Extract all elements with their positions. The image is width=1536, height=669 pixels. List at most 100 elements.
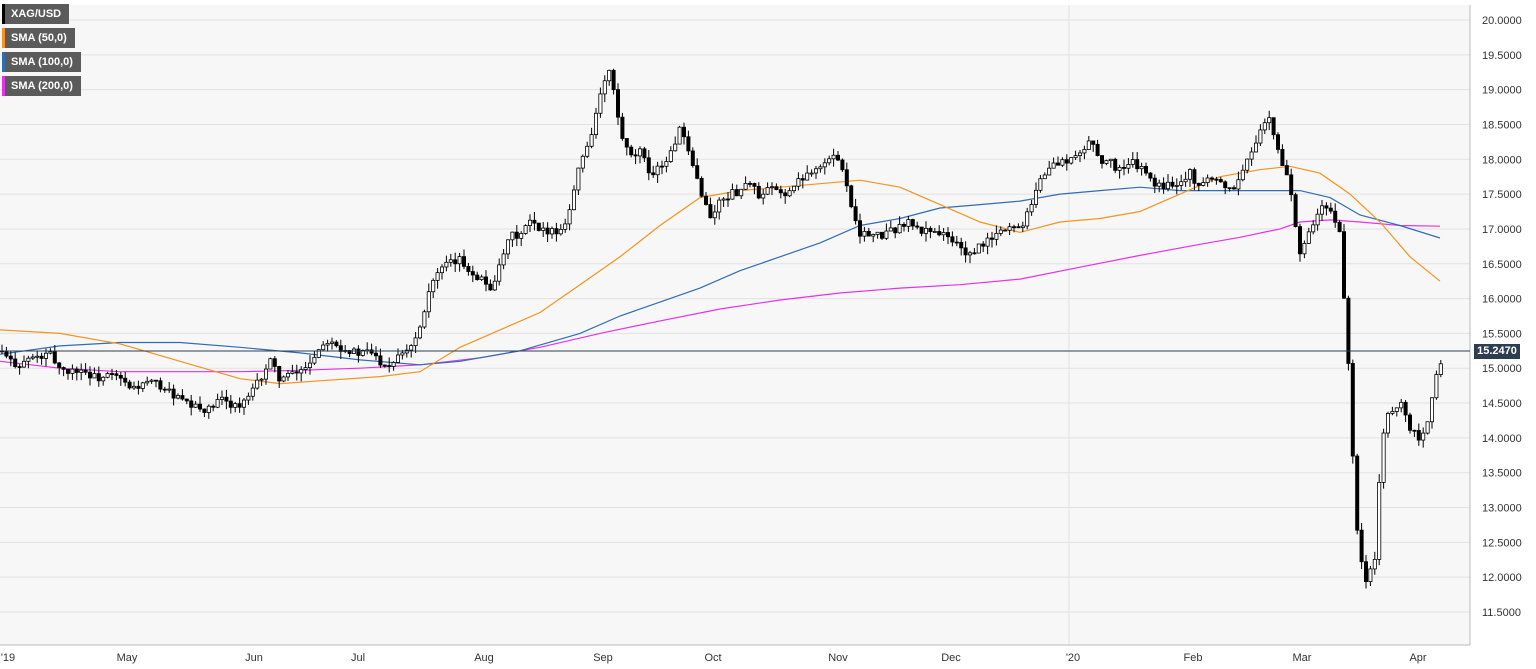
candle-up [1082, 149, 1087, 154]
candle-up [1245, 158, 1250, 171]
candle-down [928, 227, 933, 233]
candle-up [924, 227, 929, 234]
candle-down [470, 271, 475, 276]
candle-down [1403, 401, 1408, 416]
candle-down [1346, 297, 1351, 364]
candle-up [321, 344, 326, 351]
candle-down [153, 379, 158, 382]
candle-down [1355, 455, 1360, 531]
candle-down [959, 241, 964, 249]
legend-label-sma100: SMA (100,0) [11, 56, 73, 68]
candle-up [968, 252, 973, 256]
y-tick-label: 14.5000 [1482, 398, 1522, 410]
candle-up [941, 232, 946, 236]
candle-up [673, 143, 678, 152]
candle-up [149, 379, 154, 382]
y-tick-label: 12.5000 [1482, 537, 1522, 549]
x-tick-label: Sep [593, 652, 613, 664]
candle-up [1034, 189, 1039, 205]
candle-up [1258, 129, 1263, 144]
candle-up [805, 172, 810, 181]
candle-up [329, 341, 334, 344]
y-tick-label: 15.5000 [1482, 328, 1522, 340]
candle-up [664, 161, 669, 167]
candle-down [334, 341, 339, 347]
candle-down [483, 276, 488, 285]
candle-down [1003, 229, 1008, 232]
candle-up [1060, 159, 1065, 166]
y-tick-label: 18.5000 [1482, 119, 1522, 131]
candle-down [963, 247, 968, 256]
candle-up [263, 368, 268, 380]
candle-up [35, 355, 40, 358]
candle-down [1337, 221, 1342, 233]
y-tick-label: 13.5000 [1482, 468, 1522, 480]
candle-up [206, 405, 211, 413]
candle-down [378, 355, 383, 366]
candle-up [510, 231, 515, 241]
candle-up [233, 403, 238, 408]
y-tick-label: 13.0000 [1482, 503, 1522, 515]
candle-up [875, 231, 880, 235]
candle-down [1056, 162, 1061, 166]
candle-up [303, 367, 308, 370]
candle-down [695, 165, 700, 179]
y-tick-label: 14.0000 [1482, 433, 1522, 445]
legend-item-sma50[interactable]: SMA (50,0) [2, 28, 75, 48]
candle-down [1324, 205, 1329, 209]
candle-up [1047, 167, 1052, 176]
candle-down [1350, 363, 1355, 457]
candle-down [990, 237, 995, 240]
candle-down [919, 226, 924, 234]
candle-up [761, 193, 766, 199]
candle-up [360, 350, 365, 356]
candle-up [250, 387, 255, 397]
legend-item-sma200[interactable]: SMA (200,0) [2, 76, 81, 96]
legend-item-xagusd[interactable]: XAG/USD [2, 4, 70, 24]
candle-up [426, 291, 431, 313]
candle-up [1381, 432, 1386, 483]
candle-up [1183, 178, 1188, 183]
candle-up [809, 172, 814, 175]
candle-down [1412, 429, 1417, 432]
candle-up [417, 326, 422, 339]
candle-up [281, 376, 286, 382]
candle-up [523, 225, 528, 234]
legend-item-sma100[interactable]: SMA (100,0) [2, 52, 81, 72]
candle-down [1016, 226, 1021, 229]
plot-background [0, 5, 1470, 645]
candle-up [1386, 413, 1391, 434]
candle-down [1227, 187, 1232, 190]
x-tick-label: Aug [474, 652, 494, 664]
candle-down [858, 220, 863, 237]
candle-down [514, 231, 519, 239]
candle-up [572, 189, 577, 211]
x-tick-label: '19 [1, 652, 15, 664]
candle-up [985, 237, 990, 247]
candle-up [79, 369, 84, 373]
candle-down [123, 377, 128, 383]
candle-down [536, 222, 541, 231]
candle-up [1108, 158, 1113, 162]
candle-up [167, 388, 172, 391]
candle-up [1078, 152, 1083, 157]
candle-up [255, 379, 260, 389]
candle-down [488, 283, 493, 291]
candle-up [814, 168, 819, 174]
candle-up [325, 342, 330, 346]
candle-up [607, 69, 612, 82]
candle-up [1051, 162, 1056, 169]
candle-down [752, 183, 757, 187]
x-tick-label: Jun [245, 652, 263, 664]
y-tick-label: 19.5000 [1482, 50, 1522, 62]
candle-up [721, 198, 726, 201]
candle-up [1104, 160, 1109, 164]
candle-up [822, 162, 827, 168]
candle-up [796, 178, 801, 187]
candle-up [831, 154, 836, 160]
y-tick-label: 18.0000 [1482, 154, 1522, 166]
candle-down [189, 400, 194, 408]
candle-up [1179, 181, 1184, 186]
candle-up [1430, 397, 1435, 423]
